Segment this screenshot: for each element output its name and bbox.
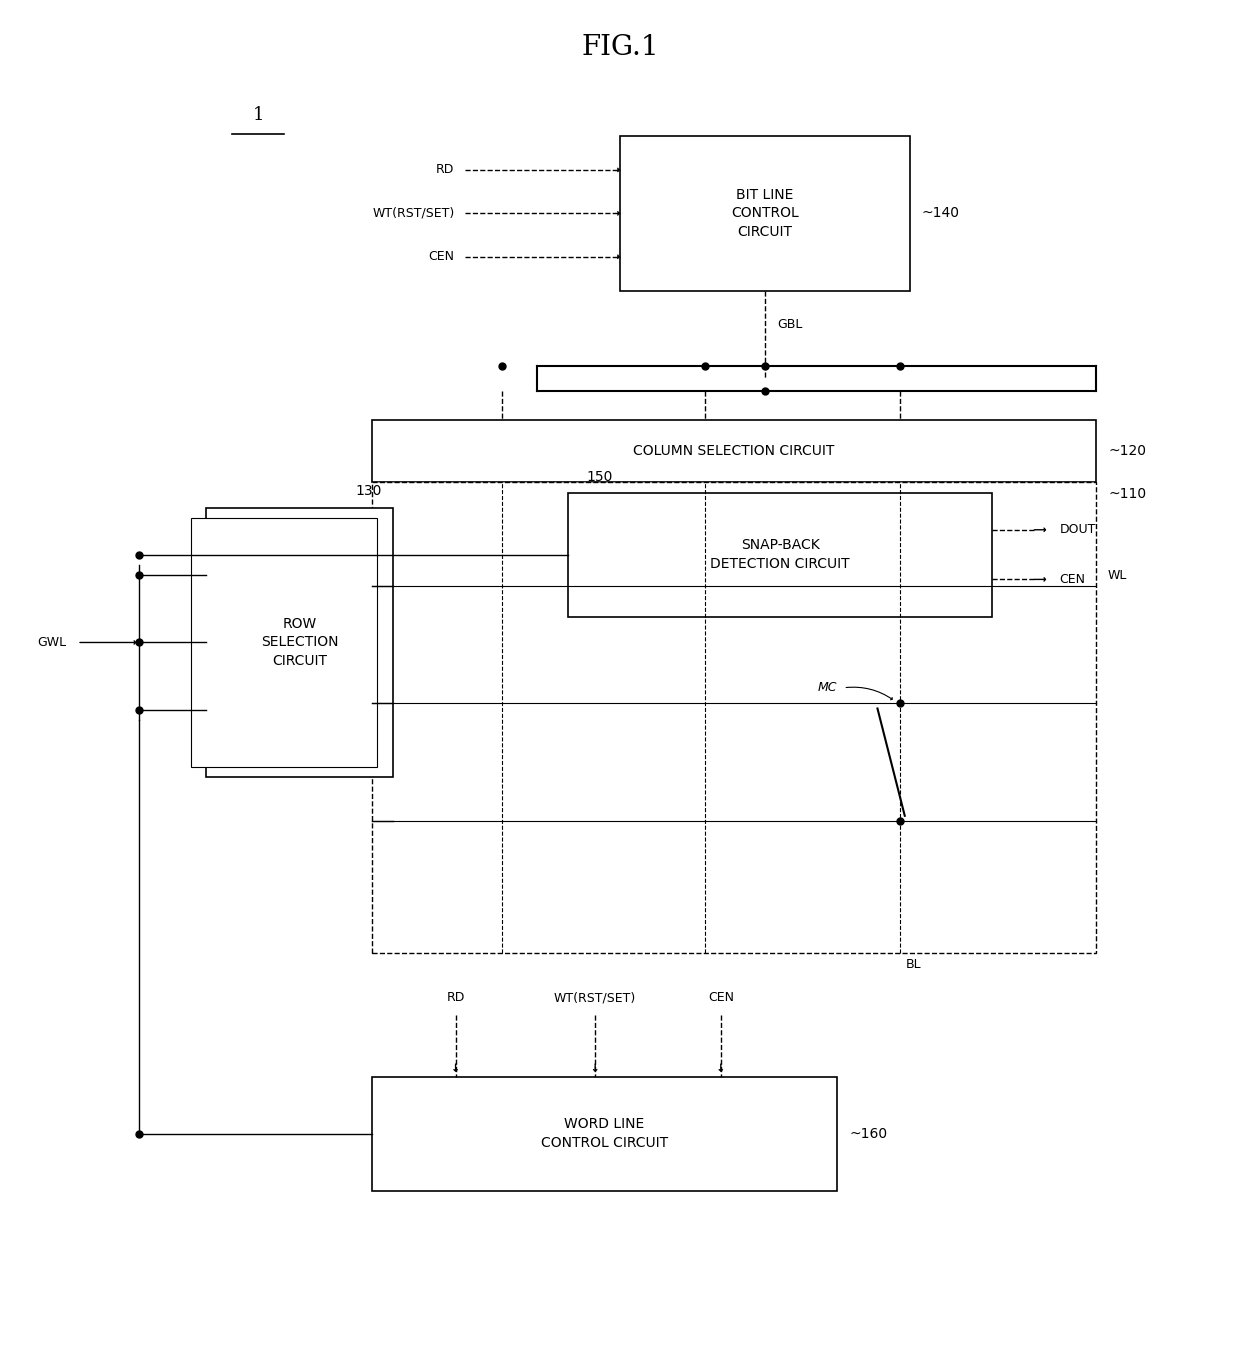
Text: WT(RST/SET): WT(RST/SET)	[372, 207, 455, 220]
Text: 130: 130	[356, 484, 382, 498]
Text: ~120: ~120	[1109, 445, 1146, 458]
Bar	[620, 136, 909, 291]
Text: ROW
SELECTION
CIRCUIT: ROW SELECTION CIRCUIT	[260, 617, 339, 668]
Bar	[568, 493, 992, 617]
Text: ~110: ~110	[1109, 488, 1146, 501]
Text: CEN: CEN	[429, 251, 455, 263]
Text: ~160: ~160	[849, 1126, 888, 1141]
Text: CEN: CEN	[708, 991, 734, 1005]
Text: CEN: CEN	[1059, 572, 1085, 586]
Text: WL: WL	[1109, 568, 1127, 582]
Text: 150: 150	[587, 470, 613, 485]
Text: BL: BL	[905, 958, 921, 971]
Bar	[372, 482, 1096, 952]
Bar	[372, 1076, 837, 1191]
Text: RD: RD	[446, 991, 465, 1005]
Text: WORD LINE
CONTROL CIRCUIT: WORD LINE CONTROL CIRCUIT	[541, 1118, 668, 1150]
Text: FIG.1: FIG.1	[582, 35, 658, 62]
Text: GBL: GBL	[777, 318, 802, 331]
Text: MC: MC	[817, 682, 837, 694]
Text: DOUT: DOUT	[1059, 523, 1096, 536]
Text: RD: RD	[436, 163, 455, 176]
Text: 1: 1	[253, 106, 264, 124]
Bar	[372, 420, 1096, 482]
Text: GWL: GWL	[37, 636, 67, 649]
Text: ~140: ~140	[921, 206, 960, 221]
Text: COLUMN SELECTION CIRCUIT: COLUMN SELECTION CIRCUIT	[634, 445, 835, 458]
Text: SNAP-BACK
DETECTION CIRCUIT: SNAP-BACK DETECTION CIRCUIT	[711, 539, 851, 571]
Bar	[191, 519, 377, 766]
Text: WT(RST/SET): WT(RST/SET)	[554, 991, 636, 1005]
Bar	[206, 508, 393, 777]
Text: BIT LINE
CONTROL
CIRCUIT: BIT LINE CONTROL CIRCUIT	[730, 189, 799, 238]
